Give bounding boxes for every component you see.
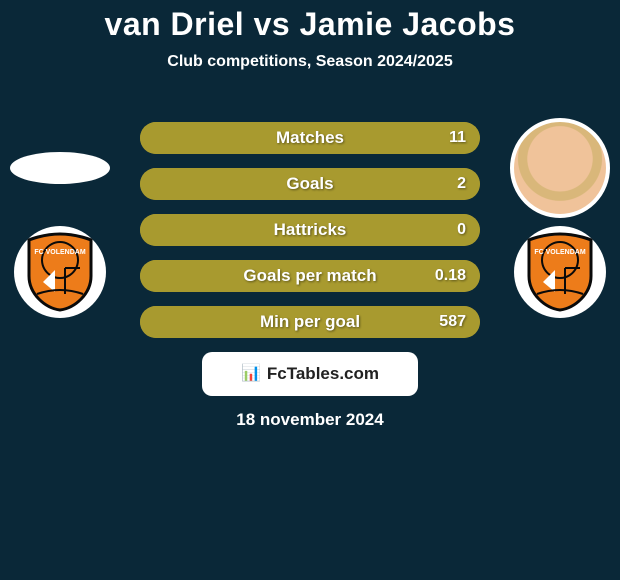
page-title: van Driel vs Jamie Jacobs <box>0 0 620 43</box>
stat-value-right: 587 <box>439 313 466 331</box>
generated-date: 18 november 2024 <box>0 410 620 430</box>
chart-icon: 📊 <box>241 366 261 382</box>
club-shield-icon: FC VOLENDAM <box>25 232 95 312</box>
stat-bar: Min per goal587 <box>140 306 480 338</box>
stat-value-right: 2 <box>457 175 466 193</box>
svg-text:FC VOLENDAM: FC VOLENDAM <box>534 249 586 256</box>
stat-bar-fill-right <box>140 168 480 200</box>
comparison-bars: Matches11 Goals2 Hattricks0 Goals per match… <box>140 122 480 352</box>
player-right-avatar <box>510 118 610 218</box>
stat-value-right: 0 <box>457 221 466 239</box>
stat-bar: Hattricks0 <box>140 214 480 246</box>
attribution-pill: 📊 FcTables.com <box>202 352 418 396</box>
avatar-face <box>510 118 610 218</box>
player-right-column: FC VOLENDAM <box>500 118 620 318</box>
avatar-ellipse <box>10 152 110 184</box>
player-left-club-badge: FC VOLENDAM <box>14 226 106 318</box>
stat-value-right: 11 <box>449 129 466 147</box>
attribution-text: FcTables.com <box>267 364 379 384</box>
player-right-club-badge: FC VOLENDAM <box>514 226 606 318</box>
stat-bar: Matches11 <box>140 122 480 154</box>
stat-bar-fill-right <box>140 260 480 292</box>
stat-bar: Goals2 <box>140 168 480 200</box>
stat-bar-fill-right <box>140 214 480 246</box>
club-shield-icon: FC VOLENDAM <box>525 232 595 312</box>
player-left-column: FC VOLENDAM <box>0 118 120 318</box>
stat-bar: Goals per match0.18 <box>140 260 480 292</box>
subtitle: Club competitions, Season 2024/2025 <box>0 53 620 71</box>
stat-bar-fill-right <box>140 306 480 338</box>
stat-value-right: 0.18 <box>435 267 466 285</box>
player-left-avatar <box>10 118 110 218</box>
stat-bar-fill-right <box>140 122 480 154</box>
svg-text:FC VOLENDAM: FC VOLENDAM <box>34 249 86 256</box>
